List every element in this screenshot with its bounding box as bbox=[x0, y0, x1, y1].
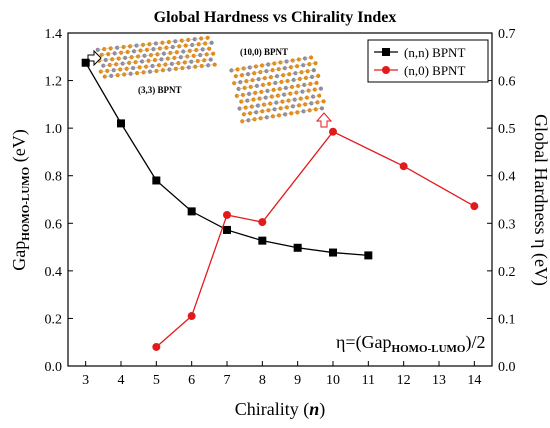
legend-label-n0: (n,0) BPNT bbox=[404, 63, 465, 78]
data-point bbox=[329, 248, 337, 257]
x-tick-label: 3 bbox=[82, 373, 89, 388]
x-tick-label: 9 bbox=[294, 373, 301, 388]
y-left-tick-label: 0.2 bbox=[45, 312, 63, 327]
x-tick-label: 12 bbox=[397, 373, 411, 388]
data-point bbox=[152, 176, 161, 185]
open-arrow-right-icon bbox=[87, 49, 102, 67]
data-point bbox=[258, 218, 267, 227]
x-tick-label: 14 bbox=[467, 373, 481, 388]
x-tick-label: 10 bbox=[326, 373, 340, 388]
legend-box bbox=[367, 39, 489, 83]
data-point bbox=[152, 342, 161, 351]
y-right-tick-label: 0.4 bbox=[498, 170, 516, 185]
y-right-tick-label: 0.7 bbox=[498, 27, 516, 42]
x-axis-title: Chirality (n) bbox=[235, 399, 326, 420]
data-point bbox=[187, 312, 196, 321]
data-point bbox=[293, 243, 302, 252]
bpnt-100-label: (10,0) BPNT bbox=[240, 47, 288, 57]
legend: (n,n) BPNT (n,0) BPNT bbox=[367, 39, 489, 83]
bpnt-33-label: (3,3) BPNT bbox=[138, 85, 182, 95]
x-tick-label: 8 bbox=[259, 373, 266, 388]
y-right-tick-label: 0.2 bbox=[498, 265, 516, 280]
data-point bbox=[223, 210, 231, 219]
data-point bbox=[117, 119, 125, 128]
x-tick-label: 11 bbox=[362, 373, 375, 388]
y-right-tick-label: 0.6 bbox=[498, 75, 516, 90]
y-left-tick-label: 0.6 bbox=[45, 217, 63, 232]
bpnt-33-structure-image: (3,3) BPNT bbox=[87, 35, 217, 95]
y-right-axis-ticks: 0.0 0.1 0.2 0.3 0.4 0.5 0.6 0.7 bbox=[487, 27, 516, 375]
chart-title: Global Hardness vs Chirality Index bbox=[154, 9, 397, 26]
x-tick-label: 13 bbox=[432, 373, 446, 388]
open-arrow-up-icon bbox=[315, 112, 333, 128]
data-point bbox=[81, 58, 90, 67]
y-left-tick-label: 0.0 bbox=[45, 360, 63, 375]
data-point bbox=[364, 251, 373, 260]
plot-area-frame bbox=[67, 32, 493, 367]
series-layer bbox=[81, 58, 479, 351]
data-point bbox=[329, 127, 337, 136]
y-left-tick-label: 1.4 bbox=[45, 27, 63, 42]
y-right-tick-label: 0.1 bbox=[498, 312, 516, 327]
y-left-tick-label: 1.0 bbox=[45, 122, 63, 137]
y-right-tick-label: 0.0 bbox=[498, 360, 516, 375]
y-right-tick-label: 0.5 bbox=[498, 122, 516, 137]
y-left-tick-label: 1.2 bbox=[45, 75, 63, 90]
x-tick-label: 6 bbox=[188, 373, 195, 388]
bpnt-100-structure-image: (10,0) BPNT bbox=[229, 47, 333, 128]
x-axis-ticks: 3 4 5 6 7 8 9 10 11 12 13 14 bbox=[82, 361, 481, 388]
legend-marker-n0 bbox=[382, 66, 390, 74]
x-tick-label: 4 bbox=[118, 373, 125, 388]
y-left-tick-label: 0.8 bbox=[45, 170, 63, 185]
data-point bbox=[470, 202, 479, 211]
y-left-axis-ticks: 0.0 0.2 0.4 0.6 0.8 1.0 1.2 1.4 bbox=[45, 27, 73, 375]
data-point bbox=[187, 207, 196, 216]
y-right-tick-label: 0.3 bbox=[498, 217, 516, 232]
x-tick-label: 5 bbox=[153, 373, 160, 388]
data-point bbox=[223, 225, 231, 234]
y-left-tick-label: 0.4 bbox=[45, 265, 63, 280]
data-point bbox=[258, 236, 267, 245]
y-left-axis-title: GapHOMO-LUMO (eV) bbox=[9, 129, 32, 270]
hardness-formula: η=(GapHOMO-LUMO)/2 bbox=[336, 332, 485, 355]
series-line-1 bbox=[155, 130, 475, 348]
legend-marker-nn bbox=[382, 48, 390, 56]
legend-label-nn: (n,n) BPNT bbox=[404, 45, 465, 60]
y-right-axis-title: Global Hardness η (eV) bbox=[530, 114, 550, 286]
data-point bbox=[399, 162, 408, 171]
x-tick-label: 7 bbox=[224, 373, 231, 388]
